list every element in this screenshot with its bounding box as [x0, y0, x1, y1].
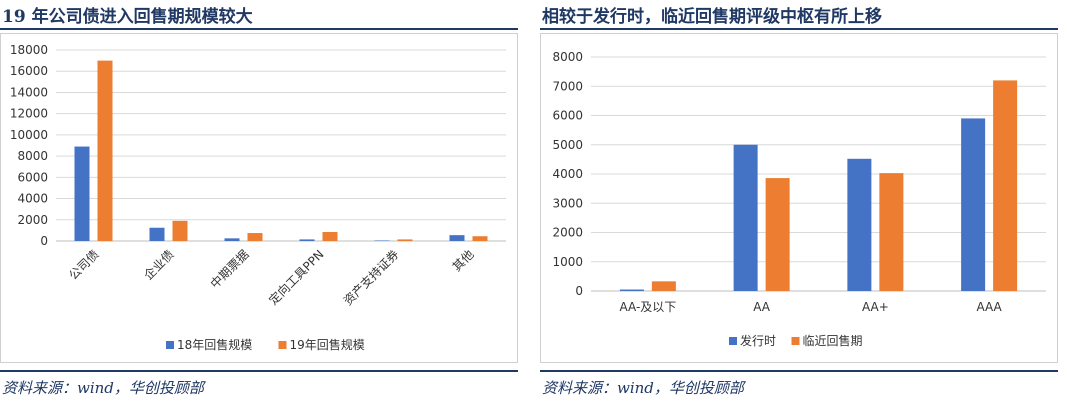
left-y-tick-label: 14000 — [10, 85, 48, 99]
left-bar-2 — [397, 239, 413, 241]
left-chart-title: 19 年公司债进入回售期规模较大 — [2, 7, 253, 27]
right-bar-1 — [619, 289, 644, 291]
left-bar-2 — [322, 231, 338, 241]
left-bar-1 — [449, 235, 465, 241]
left-source-note: 资料来源：wind，华创投顾部 — [2, 379, 204, 397]
left-bar-1 — [149, 227, 165, 241]
right-x-tick-label: AA — [753, 300, 771, 314]
left-bar-chart: 0 2000 4000 6000 8000 10000 12000 14000 16000 180… — [10, 43, 506, 352]
left-y-tick-label: 18000 — [10, 43, 48, 57]
right-y-tick-label: 0 — [575, 284, 583, 298]
right-chart-frame: 0 1000 2000 3000 4000 5000 6000 7000 8000 AA-及以下 A… — [540, 33, 1058, 363]
left-legend-swatch-1 — [166, 341, 174, 349]
right-legend-label-1: 发行时 — [740, 333, 776, 348]
left-y-tick-label: 10000 — [10, 128, 48, 142]
left-legend-label-1: 18年回售规模 — [177, 337, 252, 352]
left-bar-2 — [472, 236, 488, 241]
right-y-tick-label: 7000 — [552, 79, 583, 93]
right-y-tick-label: 8000 — [552, 50, 583, 64]
right-bar-1 — [847, 158, 872, 291]
left-legend-swatch-2 — [278, 341, 287, 349]
left-bar-2 — [97, 60, 113, 241]
right-bar-chart: 0 1000 2000 3000 4000 5000 6000 7000 8000 AA-及以下 A… — [552, 50, 1046, 348]
right-chart-panel: 相较于发行时，临近回售期评级中枢有所上移 0 1000 2000 3000 4000 50… — [540, 0, 1067, 408]
left-y-tick-label: 8000 — [17, 149, 48, 163]
right-bar-2 — [765, 178, 790, 291]
left-source-rule — [0, 370, 518, 372]
left-bar-2 — [247, 233, 263, 241]
right-x-tick-label: AA+ — [862, 300, 889, 314]
right-bar-1 — [961, 118, 986, 291]
left-y-tick-label: 12000 — [10, 107, 48, 121]
left-bar-1 — [374, 240, 390, 241]
left-bar-1 — [74, 146, 90, 241]
left-x-tick-label: 其他 — [450, 247, 477, 274]
left-chart-panel: 19 年公司债进入回售期规模较大 0 2000 4000 6000 8000 10000 1… — [0, 0, 527, 408]
left-bar-2 — [172, 220, 188, 241]
right-bar-2 — [651, 281, 676, 291]
left-y-tick-label: 16000 — [10, 64, 48, 78]
left-bar-1 — [299, 239, 315, 241]
left-y-tick-label: 6000 — [17, 170, 48, 184]
right-chart-title: 相较于发行时，临近回售期评级中枢有所上移 — [542, 7, 882, 27]
left-title-rule — [0, 28, 518, 30]
right-bar-1 — [733, 144, 758, 291]
right-y-tick-label: 5000 — [552, 138, 583, 152]
right-legend-swatch-1 — [729, 337, 737, 345]
left-x-tick-label: 中期票据 — [207, 247, 252, 292]
left-x-tick-label: 企业债 — [141, 247, 177, 283]
left-legend-label-2: 19年回售规模 — [290, 337, 365, 352]
left-chart-frame: 0 2000 4000 6000 8000 10000 12000 14000 16000 180… — [0, 33, 518, 363]
right-source-note: 资料来源：wind，华创投顾部 — [542, 379, 744, 397]
right-x-tick-label: AA-及以下 — [619, 300, 676, 314]
right-legend-label-2: 临近回售期 — [803, 333, 863, 348]
right-y-tick-label: 6000 — [552, 109, 583, 123]
left-y-tick-label: 2000 — [17, 213, 48, 227]
right-y-tick-label: 2000 — [552, 226, 583, 240]
right-bar-2 — [879, 173, 904, 291]
right-y-tick-label: 3000 — [552, 196, 583, 210]
right-x-tick-label: AAA — [976, 300, 1002, 314]
left-y-tick-label: 4000 — [17, 192, 48, 206]
left-bar-1 — [224, 238, 240, 241]
right-source-rule — [540, 370, 1058, 372]
left-x-tick-label: 资产支持证券 — [340, 247, 402, 309]
right-y-tick-label: 4000 — [552, 167, 583, 181]
left-x-tick-label: 公司债 — [66, 247, 101, 282]
right-title-rule — [540, 28, 1058, 30]
right-y-tick-label: 1000 — [552, 255, 583, 269]
right-bar-2 — [993, 80, 1018, 292]
left-x-tick-label: 定向工具PPN — [265, 247, 326, 308]
left-y-tick-label: 0 — [40, 234, 48, 248]
right-legend-swatch-2 — [791, 337, 800, 345]
